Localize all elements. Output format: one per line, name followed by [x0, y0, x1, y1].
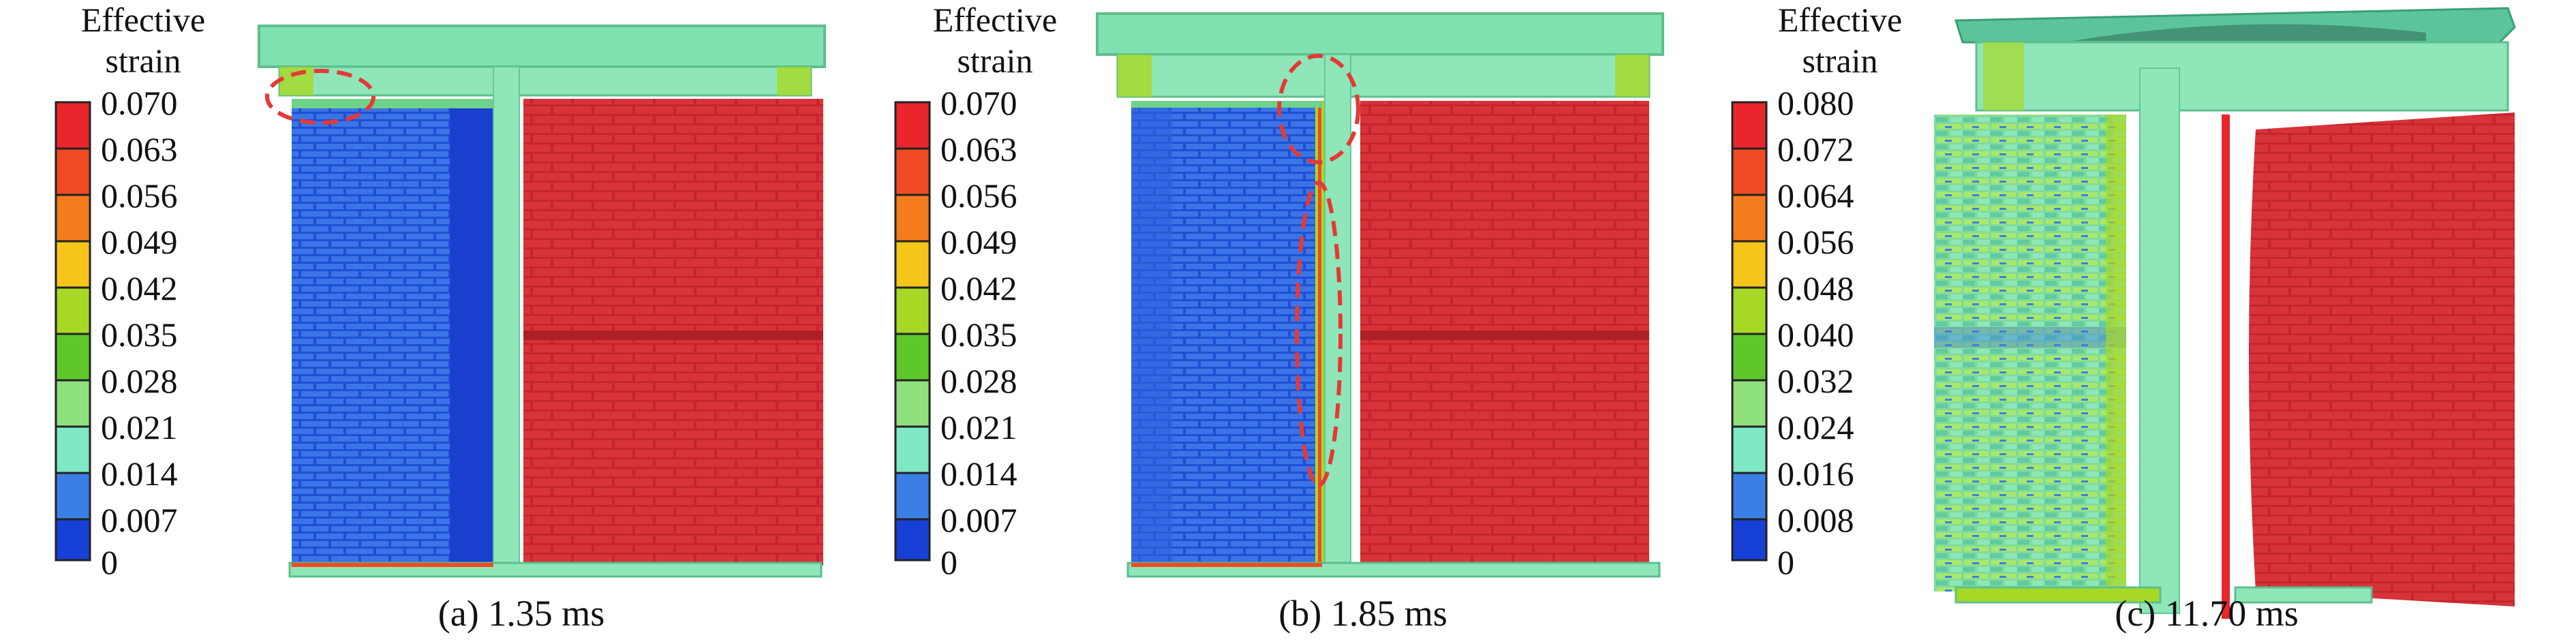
legend-title-line2: strain — [957, 42, 1032, 80]
tick-label: 0.056 — [1777, 223, 1854, 261]
tick-label: 0.021 — [940, 408, 1017, 446]
legend-c: Effective strain 0.080 0.072 0.064 0.056… — [1731, 1, 1902, 581]
colorbar — [1731, 101, 1768, 562]
tick-label: 0 — [940, 543, 957, 581]
legend-title-line1: Effective — [933, 1, 1057, 39]
tick-label: 0.049 — [101, 223, 178, 261]
tick-label: 0.035 — [101, 316, 178, 354]
damage-marker — [265, 69, 375, 125]
legend-b: Effective strain 0.070 0.063 0.056 0.049… — [894, 1, 1057, 581]
tick-label: 0 — [101, 543, 118, 581]
tick-label: 0.032 — [1777, 362, 1854, 400]
model-b — [1096, 12, 1664, 578]
tick-label: 0.014 — [940, 455, 1017, 493]
tick-label: 0.063 — [101, 130, 178, 168]
tick-label: 0.070 — [101, 84, 178, 122]
tick-label: 0.070 — [940, 84, 1017, 122]
tick-label: 0.028 — [101, 362, 178, 400]
tick-label: 0.007 — [940, 501, 1017, 539]
tick-label: 0.042 — [940, 269, 1017, 307]
tick-label: 0.042 — [101, 269, 178, 307]
column — [1324, 54, 1351, 574]
tick-label: 0.014 — [101, 455, 178, 493]
column — [493, 66, 520, 575]
tick-label: 0.040 — [1777, 316, 1854, 354]
legend-title-line1: Effective — [1778, 1, 1902, 39]
legend-a: Effective strain 0.070 0.063 0.056 0.049… — [55, 1, 205, 581]
colorbar — [894, 101, 931, 562]
tick-label: 0.063 — [940, 130, 1017, 168]
colorbar — [55, 101, 91, 562]
damage-marker — [1277, 54, 1360, 164]
panel-c: Effective strain 0.080 0.072 0.064 0.056… — [1731, 1, 2516, 634]
tick-label: 0.021 — [101, 408, 178, 446]
tick-label: 0.049 — [940, 223, 1017, 261]
roof-slab — [258, 25, 826, 68]
legend-title-line1: Effective — [81, 1, 205, 39]
roof-slab — [1096, 12, 1664, 56]
tick-label: 0.056 — [940, 177, 1017, 215]
model-a — [258, 25, 826, 578]
tick-label: 0.072 — [1777, 130, 1854, 168]
legend-title-line2: strain — [105, 42, 181, 80]
legend-title-line2: strain — [1802, 42, 1877, 80]
tick-label: 0.024 — [1777, 408, 1854, 446]
tick-label: 0.080 — [1777, 84, 1854, 122]
panel-caption: (a) 1.35 ms — [438, 593, 604, 634]
tick-label: 0.035 — [940, 316, 1017, 354]
tick-label: 0 — [1777, 543, 1794, 581]
panel-a: Effective strain 0.070 0.063 0.056 0.049… — [55, 1, 826, 634]
panel-b: Effective strain 0.070 0.063 0.056 0.049… — [894, 1, 1664, 634]
beam — [1975, 41, 2509, 112]
tick-label: 0.056 — [101, 177, 178, 215]
tick-label: 0.064 — [1777, 177, 1854, 215]
tick-label: 0.016 — [1777, 455, 1854, 493]
beam — [1116, 53, 1651, 98]
column — [2139, 67, 2180, 614]
damage-marker — [1295, 181, 1343, 487]
tick-label: 0.028 — [940, 362, 1017, 400]
tick-label: 0.007 — [101, 501, 178, 539]
floor-slab — [1954, 586, 2162, 604]
tick-label: 0.008 — [1777, 501, 1854, 539]
left-wall — [1934, 114, 2126, 592]
model-c — [1934, 7, 2516, 619]
tick-label: 0.048 — [1777, 269, 1854, 307]
panel-caption: (b) 1.85 ms — [1278, 593, 1447, 634]
right-wall — [2249, 112, 2515, 607]
panel-caption: (c) 11.70 ms — [2115, 593, 2298, 634]
